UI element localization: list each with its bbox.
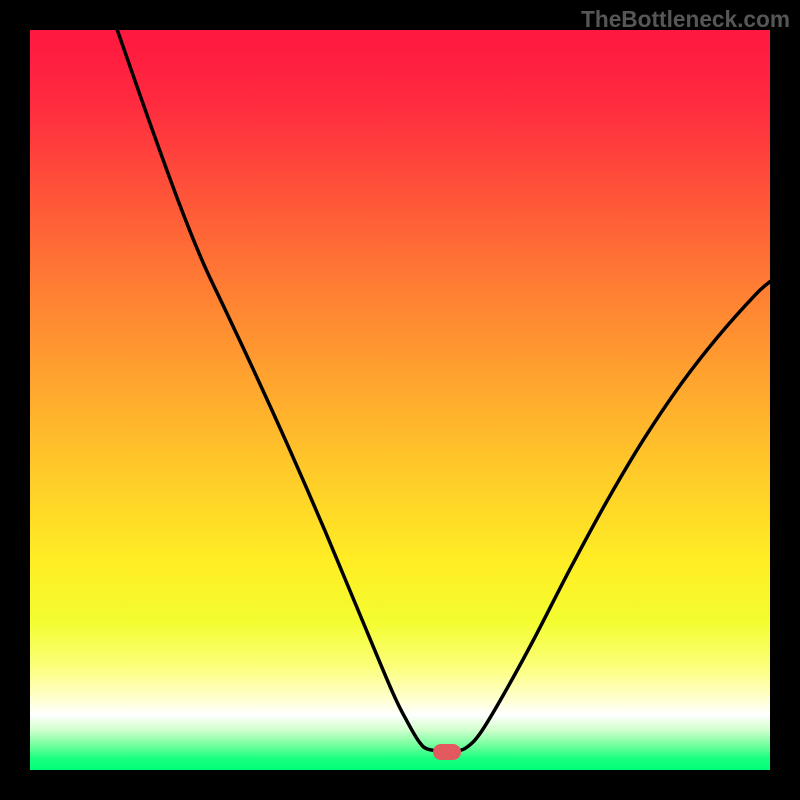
optimal-point-marker (433, 744, 461, 760)
chart-frame: TheBottleneck.com (0, 0, 800, 800)
watermark-text: TheBottleneck.com (581, 6, 790, 33)
curve-layer (30, 30, 770, 770)
bottleneck-curve (117, 30, 770, 751)
plot-area (30, 30, 770, 770)
